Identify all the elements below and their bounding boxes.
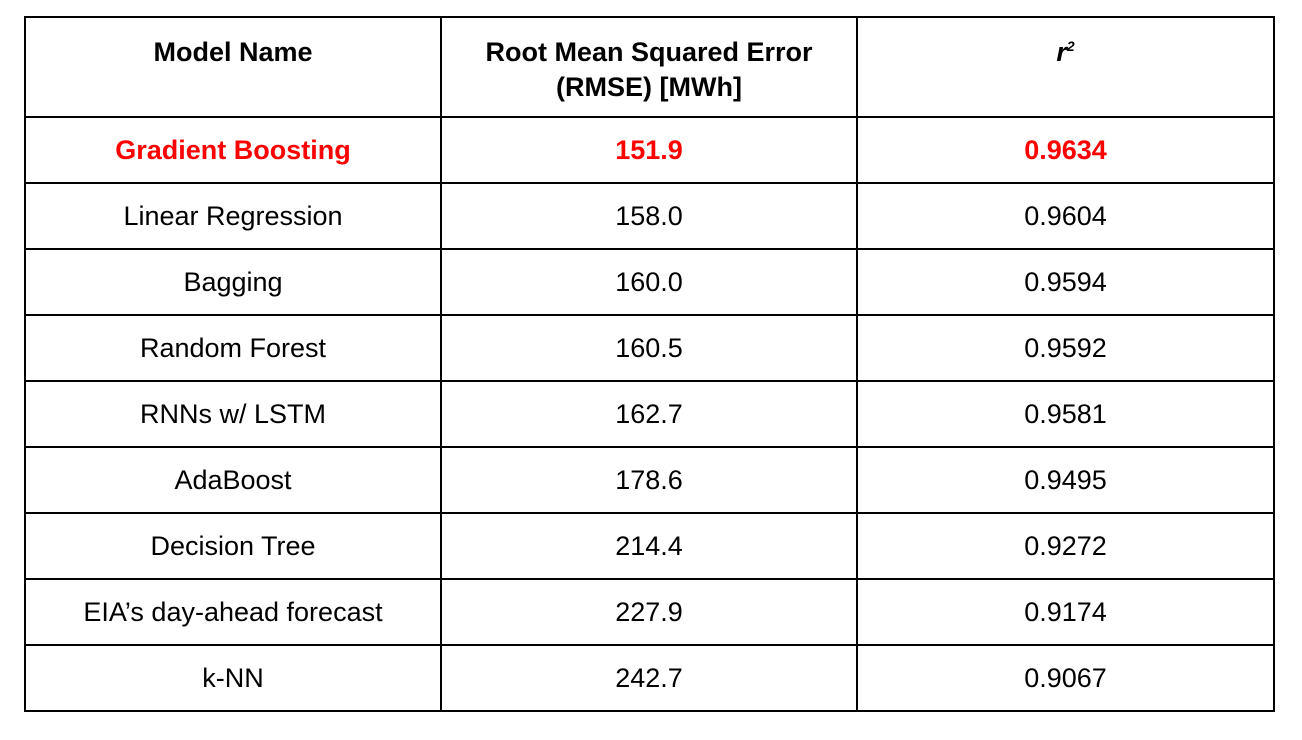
- cell-model-name: Linear Regression: [24, 182, 442, 250]
- cell-r-squared: 0.9634: [856, 116, 1275, 184]
- cell-r-squared: 0.9495: [856, 446, 1275, 514]
- cell-model-name: AdaBoost: [24, 446, 442, 514]
- cell-model-name: Bagging: [24, 248, 442, 316]
- cell-model-name: RNNs w/ LSTM: [24, 380, 442, 448]
- cell-rmse: 162.7: [440, 380, 858, 448]
- cell-model-name: Decision Tree: [24, 512, 442, 580]
- header-r-squared: r2: [856, 16, 1275, 118]
- cell-r-squared: 0.9581: [856, 380, 1275, 448]
- cell-model-name: Random Forest: [24, 314, 442, 382]
- cell-rmse: 242.7: [440, 644, 858, 712]
- cell-r-squared: 0.9604: [856, 182, 1275, 250]
- cell-model-name: EIA’s day-ahead forecast: [24, 578, 442, 646]
- table-row-best-model: Gradient Boosting 151.9 0.9634: [24, 116, 1275, 184]
- table-row: Linear Regression 158.0 0.9604: [24, 182, 1275, 250]
- r-exponent: 2: [1066, 38, 1075, 54]
- cell-rmse: 158.0: [440, 182, 858, 250]
- cell-rmse: 178.6: [440, 446, 858, 514]
- table-row: k-NN 242.7 0.9067: [24, 644, 1275, 712]
- cell-r-squared: 0.9272: [856, 512, 1275, 580]
- cell-rmse: 160.0: [440, 248, 858, 316]
- r-symbol: r: [1056, 37, 1067, 67]
- table-row: Bagging 160.0 0.9594: [24, 248, 1275, 316]
- cell-rmse: 160.5: [440, 314, 858, 382]
- header-rmse: Root Mean Squared Error (RMSE) [MWh]: [440, 16, 858, 118]
- table-row: AdaBoost 178.6 0.9495: [24, 446, 1275, 514]
- table-row: EIA’s day-ahead forecast 227.9 0.9174: [24, 578, 1275, 646]
- cell-model-name: k-NN: [24, 644, 442, 712]
- header-model-name: Model Name: [24, 16, 442, 118]
- table-row: Random Forest 160.5 0.9592: [24, 314, 1275, 382]
- header-row: Model Name Root Mean Squared Error (RMSE…: [24, 16, 1275, 118]
- table-row: Decision Tree 214.4 0.9272: [24, 512, 1275, 580]
- cell-r-squared: 0.9067: [856, 644, 1275, 712]
- cell-model-name: Gradient Boosting: [24, 116, 442, 184]
- cell-rmse: 227.9: [440, 578, 858, 646]
- cell-r-squared: 0.9174: [856, 578, 1275, 646]
- cell-r-squared: 0.9594: [856, 248, 1275, 316]
- table-row: RNNs w/ LSTM 162.7 0.9581: [24, 380, 1275, 448]
- table-body: Gradient Boosting 151.9 0.9634 Linear Re…: [24, 116, 1275, 712]
- table-header: Model Name Root Mean Squared Error (RMSE…: [24, 16, 1275, 118]
- cell-rmse: 214.4: [440, 512, 858, 580]
- cell-r-squared: 0.9592: [856, 314, 1275, 382]
- model-comparison-table: Model Name Root Mean Squared Error (RMSE…: [24, 16, 1275, 712]
- cell-rmse: 151.9: [440, 116, 858, 184]
